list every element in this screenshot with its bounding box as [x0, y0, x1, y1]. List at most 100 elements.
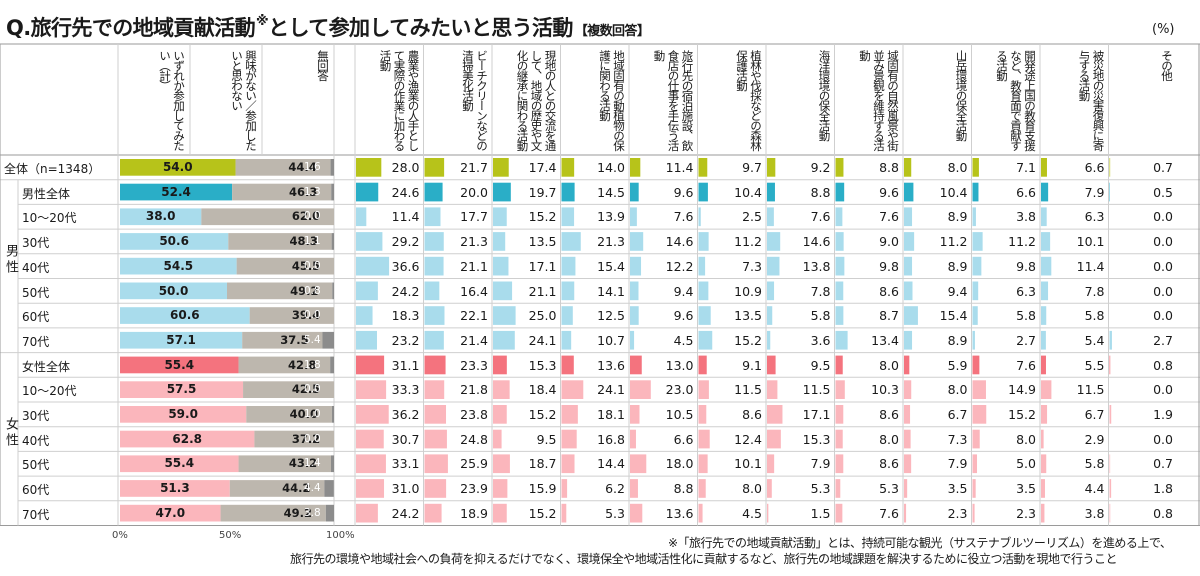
activity-value: 2.7 [1016, 332, 1036, 348]
stacked-value-no-interest: 39.4 [291, 308, 321, 323]
activity-value: 4.4 [1084, 481, 1105, 497]
stacked-axis-tick: 100% [326, 529, 355, 541]
activity-bar [356, 232, 383, 251]
activity-bar [972, 405, 987, 424]
stacked-value-no-answer: 1.0 [304, 408, 321, 420]
activity-value: 23.2 [391, 332, 420, 348]
activity-bar [767, 503, 769, 523]
activity-value: 24.2 [391, 505, 420, 521]
row-label: 70代 [22, 334, 50, 349]
activity-value: 9.4 [947, 283, 968, 299]
activity-bar [972, 454, 978, 474]
activity-value: 8.9 [947, 332, 968, 348]
activity-bar [630, 503, 643, 523]
activity-value: 2.3 [1016, 505, 1036, 521]
activity-value: 10.1 [1076, 234, 1105, 250]
stacked-value-no-answer: 4.4 [304, 482, 321, 495]
title-main: Q.旅行先での地域貢献活動 [6, 16, 256, 40]
activity-value: 5.9 [947, 357, 968, 373]
activity-bar [356, 405, 389, 424]
activity-value: 5.3 [879, 481, 899, 497]
row-label: 10～20代 [22, 211, 77, 226]
activity-value: 9.5 [536, 431, 557, 447]
activity-bar [972, 429, 980, 449]
stacked-axis-tick: 50% [219, 529, 242, 541]
activity-bar [356, 429, 384, 449]
activity-value: 9.8 [879, 258, 899, 274]
activity-value: 14.6 [802, 234, 831, 250]
activity-value: 13.0 [665, 357, 694, 373]
stacked-bar-participate [120, 381, 244, 398]
stacked-value-participate: 54.0 [162, 160, 193, 174]
stacked-bar-no-interest [220, 504, 326, 522]
activity-bar [904, 380, 912, 399]
stacked-value-no-answer: 1.3 [304, 185, 321, 198]
row-label: 50代 [22, 285, 50, 300]
activity-value: 1.9 [1153, 407, 1173, 422]
stacked-bar-no-interest [254, 430, 334, 448]
activity-value: 0.0 [1153, 431, 1173, 447]
activity-bar [630, 429, 636, 449]
chart-title: Q.旅行先での地域貢献活動※として参加してみたいと思う活動 【複数回答】 [6, 2, 650, 42]
stacked-value-participate: 55.4 [164, 456, 195, 471]
row-label: 60代 [22, 483, 50, 498]
activity-value: 24.8 [460, 431, 488, 447]
activity-value: 6.6 [673, 431, 694, 447]
activity-bar [561, 158, 575, 177]
activity-value: 10.7 [597, 332, 625, 348]
activity-bar [972, 281, 979, 301]
activity-value: 4.5 [742, 505, 762, 521]
activity-value: 8.9 [947, 258, 968, 274]
activity-column-header: 現地の人との交流を通して、地域の歴史や文化の継承に関わる活動 [515, 50, 558, 150]
activity-value: 5.3 [605, 505, 625, 521]
activity-bar [561, 207, 575, 227]
activity-value: 6.6 [1016, 184, 1036, 200]
activity-value: 13.4 [871, 332, 899, 348]
activity-bar [835, 429, 843, 449]
activity-value: 11.2 [734, 234, 762, 250]
activity-bar [493, 182, 511, 202]
activity-bar [493, 405, 507, 424]
stacked-bar-participate [120, 183, 233, 201]
activity-bar [424, 479, 447, 498]
activity-bar [493, 306, 516, 325]
activity-bar [904, 232, 915, 251]
activity-value: 2.5 [742, 209, 762, 225]
activity-value: 9.6 [673, 184, 694, 200]
activity-value: 18.4 [528, 382, 557, 398]
activity-column-header: 域固有の自然風景や街並み景観を維持する活動 [858, 50, 900, 150]
activity-bar [630, 454, 647, 474]
activity-bar [1109, 158, 1111, 177]
activity-bar [1041, 306, 1047, 325]
activity-bar [561, 405, 578, 424]
activity-bar [630, 281, 639, 301]
activity-bar [424, 182, 443, 202]
activity-value: 14.9 [1008, 382, 1036, 398]
activity-value: 0.7 [1153, 160, 1173, 175]
activity-value: 0.0 [1153, 308, 1173, 324]
stacked-bar-no-answer [331, 455, 334, 473]
activity-value: 8.6 [742, 407, 762, 422]
activity-value: 15.4 [597, 258, 625, 274]
row-label: 70代 [22, 507, 50, 522]
activity-bar [1041, 330, 1046, 350]
stacked-value-no-interest: 49.2 [290, 283, 319, 298]
activity-bar [835, 503, 843, 523]
activity-bar [698, 380, 709, 399]
row-label: 50代 [22, 458, 50, 473]
activity-value: 7.3 [742, 258, 762, 274]
stacked-value-no-interest: 44.2 [282, 481, 311, 496]
activity-value: 28.0 [391, 160, 420, 175]
unit-label: (%) [1152, 22, 1175, 37]
stacked-value-no-answer: 1.6 [304, 161, 321, 173]
activity-value: 14.4 [597, 456, 625, 472]
activity-bar [904, 503, 907, 523]
activity-value: 7.6 [1016, 357, 1036, 373]
activity-value: 25.0 [528, 308, 557, 324]
stacked-bar-no-interest [201, 208, 334, 226]
title-rest: として参加してみたいと思う活動 [268, 16, 573, 40]
activity-bar [835, 405, 844, 424]
activity-bar [767, 232, 781, 251]
activity-value: 6.2 [605, 481, 625, 497]
activity-column-header: 山岳環境の保全活動 [954, 50, 969, 140]
